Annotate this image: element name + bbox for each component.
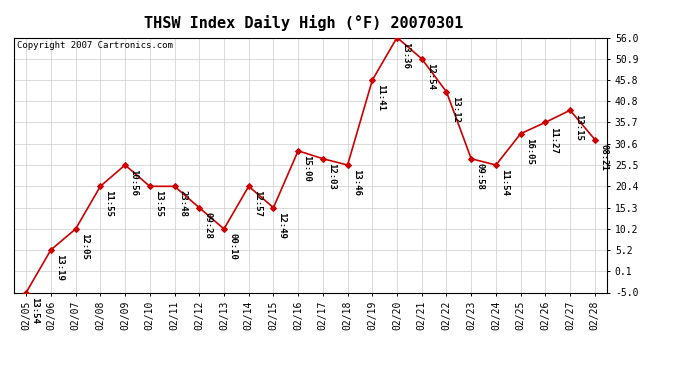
Point <box>268 205 279 211</box>
Text: 13:12: 13:12 <box>451 96 460 123</box>
Text: 11:41: 11:41 <box>377 84 386 111</box>
Point <box>540 119 551 125</box>
Point <box>70 226 81 232</box>
Text: THSW Index Daily High (°F) 20070301: THSW Index Daily High (°F) 20070301 <box>144 15 463 31</box>
Point <box>243 183 254 189</box>
Point <box>169 183 180 189</box>
Text: 15:00: 15:00 <box>302 155 311 182</box>
Point <box>342 162 353 168</box>
Point <box>317 156 328 162</box>
Point <box>564 107 575 113</box>
Point <box>119 162 130 168</box>
Point <box>416 56 427 62</box>
Text: 23:48: 23:48 <box>179 190 188 217</box>
Text: 12:57: 12:57 <box>253 190 262 217</box>
Point <box>391 34 402 40</box>
Point <box>367 77 378 83</box>
Text: 13:55: 13:55 <box>154 190 163 217</box>
Text: 13:54: 13:54 <box>30 297 39 324</box>
Text: 16:05: 16:05 <box>525 138 534 165</box>
Text: 11:54: 11:54 <box>500 169 509 196</box>
Point <box>293 148 304 154</box>
Text: 13:15: 13:15 <box>574 114 583 141</box>
Point <box>144 183 155 189</box>
Point <box>466 156 477 162</box>
Point <box>21 290 32 296</box>
Point <box>515 130 526 136</box>
Text: 12:05: 12:05 <box>80 233 89 260</box>
Point <box>194 205 205 211</box>
Text: 13:36: 13:36 <box>401 42 410 69</box>
Text: 13:19: 13:19 <box>55 254 64 281</box>
Text: Copyright 2007 Cartronics.com: Copyright 2007 Cartronics.com <box>17 41 172 50</box>
Text: 11:27: 11:27 <box>549 126 558 153</box>
Text: 09:58: 09:58 <box>475 163 484 190</box>
Point <box>491 162 502 168</box>
Point <box>441 89 452 95</box>
Point <box>589 136 600 142</box>
Text: 12:49: 12:49 <box>277 212 286 238</box>
Text: 00:10: 00:10 <box>228 233 237 260</box>
Text: 09:28: 09:28 <box>204 212 213 238</box>
Text: 11:55: 11:55 <box>104 190 113 217</box>
Text: 10:56: 10:56 <box>129 169 138 196</box>
Text: 08:21: 08:21 <box>599 144 608 171</box>
Point <box>95 183 106 189</box>
Point <box>46 247 57 253</box>
Text: 12:03: 12:03 <box>327 163 336 190</box>
Point <box>219 226 230 232</box>
Text: 13:46: 13:46 <box>352 169 361 196</box>
Text: 12:54: 12:54 <box>426 63 435 90</box>
